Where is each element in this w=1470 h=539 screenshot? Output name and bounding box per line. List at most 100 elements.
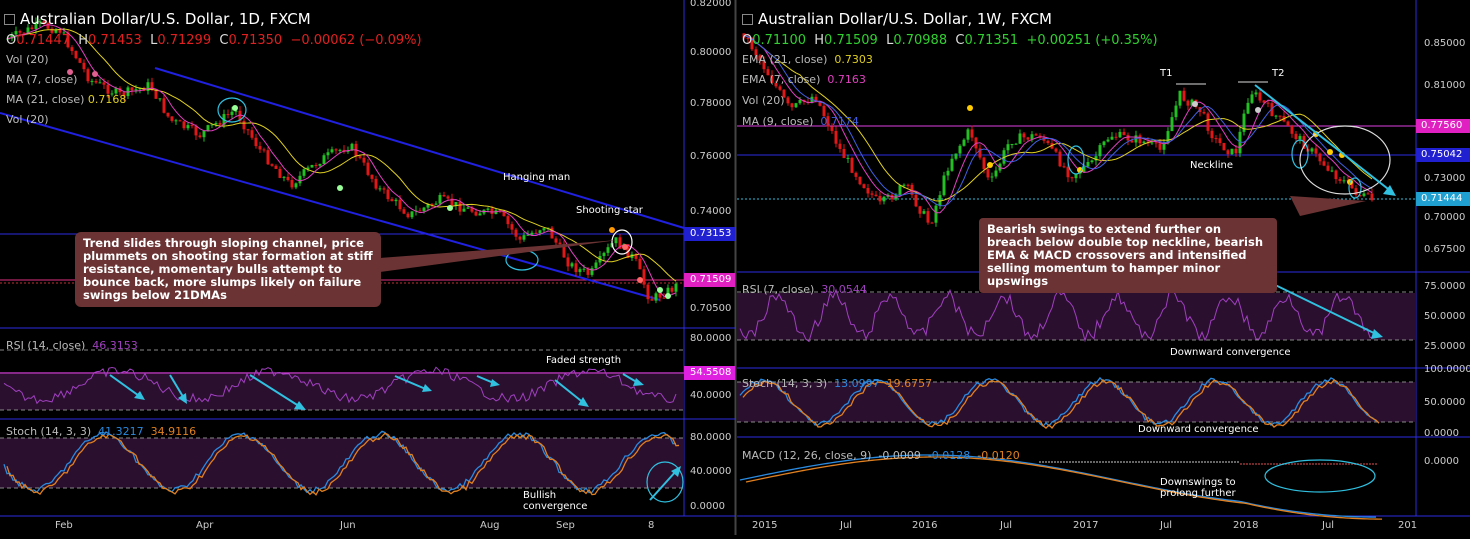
left-candle	[174, 120, 178, 122]
right-candle	[1106, 139, 1110, 142]
left-rsi-name: RSI (14, close)	[6, 339, 86, 352]
left-candle	[318, 164, 322, 166]
right-candle	[1362, 193, 1366, 196]
left-candle	[238, 110, 242, 121]
right-candle	[986, 169, 990, 178]
right-h-label: H	[814, 33, 825, 48]
left-candle	[90, 80, 94, 82]
right-l-label: L	[886, 33, 894, 48]
left-candle	[574, 263, 578, 273]
right-c-val: 0.71351	[964, 33, 1019, 48]
collapse-icon[interactable]	[4, 14, 15, 25]
left-x-0: Feb	[55, 520, 73, 531]
collapse-icon-right[interactable]	[742, 14, 753, 25]
right-x-2: 2016	[912, 520, 938, 531]
trend-arrows	[109, 84, 1393, 501]
right-candle	[778, 86, 782, 90]
left-rsi-tick-0: 80.0000	[690, 333, 732, 344]
left-candle	[490, 208, 494, 214]
left-x-5: 8	[648, 520, 655, 531]
left-candle	[250, 130, 254, 138]
right-candle	[850, 157, 854, 173]
right-candle	[1278, 115, 1282, 117]
right-candle	[1266, 102, 1270, 104]
right-stoch-tick-2: 0.0000	[1424, 428, 1459, 439]
right-candle	[1070, 177, 1074, 179]
right-candle	[1222, 143, 1226, 151]
left-candle	[242, 120, 246, 130]
right-candle	[938, 195, 942, 206]
left-l-val: 0.71299	[157, 33, 212, 48]
right-candle	[766, 69, 770, 76]
left-candle	[450, 198, 454, 206]
right-candle	[1094, 156, 1098, 161]
right-macd-signal	[745, 456, 1383, 520]
left-legend-3: Vol (20)	[6, 113, 49, 126]
left-candle	[10, 34, 14, 39]
right-candle	[1034, 134, 1038, 136]
right-legend-1-label: EMA (7, close)	[742, 73, 821, 86]
right-change: +0.00251 (+0.35%)	[1026, 33, 1158, 48]
left-candle	[290, 179, 294, 188]
left-candle	[334, 149, 338, 151]
right-candle	[1250, 94, 1254, 103]
left-legend-2: MA (21, close) 0.7168	[6, 94, 126, 106]
right-x-3: Jul	[1000, 520, 1013, 531]
right-candle	[994, 170, 998, 177]
left-candle	[422, 207, 426, 212]
right-candle	[754, 49, 758, 56]
right-candle	[1042, 137, 1046, 141]
right-candle	[970, 129, 974, 138]
right-candle	[1190, 99, 1194, 106]
right-stoch-d: 19.6757	[886, 377, 933, 390]
right-candle	[982, 157, 986, 170]
left-candle	[466, 207, 470, 209]
left-candle	[586, 268, 590, 275]
left-candle	[54, 29, 58, 33]
left-candle	[526, 234, 530, 236]
left-candle	[522, 235, 526, 240]
left-change: −0.00062 (−0.09%)	[290, 33, 422, 48]
right-candle	[862, 184, 866, 188]
left-candle	[558, 242, 562, 245]
right-candle	[1158, 143, 1162, 150]
right-candle	[1006, 144, 1010, 151]
right-candle	[1334, 170, 1338, 180]
right-candle	[1150, 142, 1154, 144]
left-callout: Trend slides through sloping channel, pr…	[75, 232, 381, 307]
right-legend-3: MA (9, close) 0.7174	[742, 116, 859, 128]
left-candle	[306, 167, 310, 170]
right-macd-name: MACD (12, 26, close, 9)	[742, 449, 872, 462]
right-stoch-k: 13.0997	[834, 377, 880, 390]
right-candle	[1126, 134, 1130, 141]
signal-dot	[622, 244, 628, 250]
right-macd-line	[739, 454, 1377, 518]
left-candle	[530, 232, 534, 235]
right-candle	[1338, 179, 1342, 181]
left-candle	[442, 195, 446, 197]
left-candle	[670, 287, 674, 292]
left-candle	[170, 116, 174, 121]
right-candle	[1322, 161, 1326, 166]
left-candle	[110, 93, 114, 95]
right-candle	[1326, 165, 1330, 171]
right-ema7-line	[743, 35, 1373, 214]
right-candle	[822, 105, 826, 117]
left-candle	[278, 168, 282, 178]
right-rsi-tick-2: 25.0000	[1424, 341, 1466, 352]
right-candle	[1370, 193, 1374, 201]
left-candle	[194, 126, 198, 136]
left-candle	[590, 268, 594, 275]
right-candle	[906, 184, 910, 186]
left-tick-2: 0.78000	[690, 98, 732, 109]
left-h-label: H	[78, 33, 89, 48]
right-candle	[1350, 181, 1354, 189]
left-candle	[566, 257, 570, 267]
right-legend-1: EMA (7, close) 0.7163	[742, 74, 866, 86]
left-ma7-line	[7, 24, 677, 298]
note-down-conv1: Downward convergence	[1170, 347, 1291, 358]
right-candle	[954, 153, 958, 159]
left-candle	[302, 169, 306, 176]
right-legend-3-val: 0.7174	[820, 115, 859, 128]
right-x-1: Jul	[840, 520, 853, 531]
